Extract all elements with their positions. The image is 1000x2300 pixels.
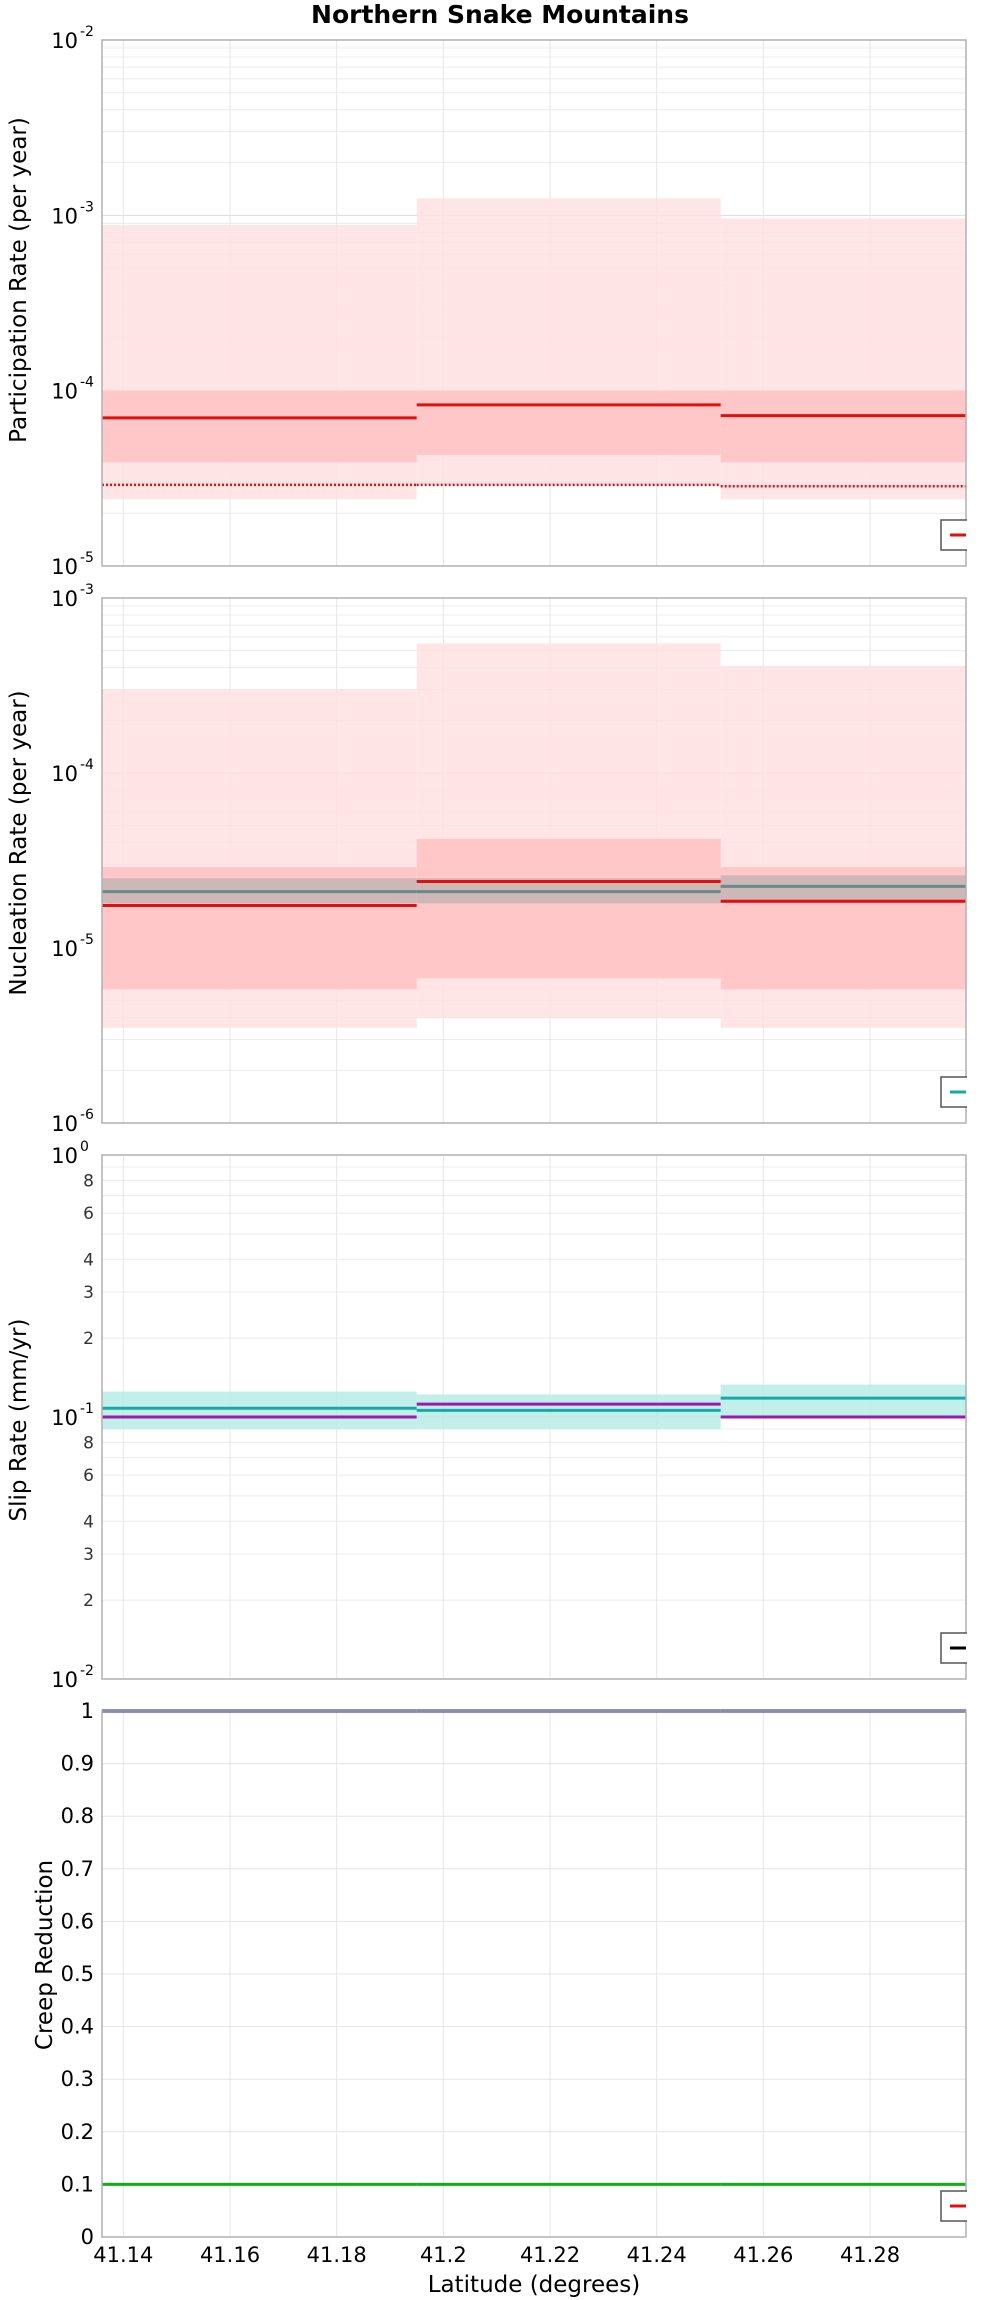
nucleation-ytick-label: 10 (51, 587, 78, 611)
nucleation-band-1-bin-1 (416, 838, 721, 979)
slip-ytick-label: 10 (51, 1144, 78, 1168)
slip-ytick-minor-label: 2 (83, 1591, 94, 1611)
slip-ytick-minor-label: 8 (83, 1171, 94, 1191)
slip-ytick-minor-label: 4 (83, 1512, 94, 1532)
creep-grid (102, 1710, 966, 2238)
creep-ytick-label: 0.3 (61, 2067, 94, 2091)
slip-ytick-exponent: 0 (80, 1139, 89, 1155)
x-tick-label: 41.26 (733, 2243, 793, 2267)
right-margin (967, 30, 1000, 2250)
x-tick-label: 41.18 (307, 2243, 367, 2267)
participation-ytick-label: 10 (51, 555, 78, 579)
x-tick-label: 41.28 (840, 2243, 900, 2267)
x-tick-label: 41.22 (520, 2243, 580, 2267)
x-tick-labels: 41.14 41.16 41.18 41.2 41.22 41.24 41.26 41.28 (93, 2243, 900, 2267)
participation-ytick-label: 10 (51, 29, 78, 53)
nucleation-ytick-exponent: -6 (80, 1107, 94, 1123)
slip-rate-ylabel: Slip Rate (mm/yr) (6, 1319, 32, 1522)
creep-ytick-label: 0.6 (61, 1909, 94, 1933)
slip-ytick-minor-label: 3 (83, 1283, 94, 1303)
nucleation-frame (101, 597, 967, 1124)
creep-ytick-label: 0.4 (61, 2015, 94, 2039)
slip-ytick-minor-label: 8 (83, 1433, 94, 1453)
x-tick-label: 41.14 (93, 2243, 153, 2267)
participation-ytick-label: 10 (51, 204, 78, 228)
slip-band-0-bin-2 (720, 1384, 966, 1417)
nucleation-ytick-label: 10 (51, 937, 78, 961)
creep-ytick-label: 0.5 (61, 1962, 94, 1986)
slip-band-0-bin-0 (102, 1391, 417, 1429)
x-tick-label: 41.16 (200, 2243, 260, 2267)
slip-ytick-exponent: -2 (80, 1663, 94, 1679)
slip-ytick-minor-label: 2 (83, 1329, 94, 1349)
creep-ytick-label: 0.7 (61, 1857, 94, 1881)
creep-ytick-label: 1 (81, 1699, 94, 1723)
creep-ytick-label: 0.2 (61, 2120, 94, 2144)
participation-band-1-bin-1 (416, 390, 721, 455)
participation-ytick-label: 10 (51, 380, 78, 404)
nucleation-rate-ylabel: Nucleation Rate (per year) (6, 690, 32, 995)
participation-band-1-bin-2 (720, 390, 966, 463)
participation-ytick-exponent: -5 (80, 550, 94, 566)
nucleation-rate-panel: 10-610-510-410-3 (51, 582, 982, 1136)
participation-ytick-exponent: -3 (80, 199, 94, 215)
nucleation-ytick-label: 10 (51, 762, 78, 786)
nucleation-band-2-bin-2 (720, 875, 966, 904)
participation-ytick-exponent: -4 (80, 375, 94, 391)
x-tick-label: 41.2 (420, 2243, 467, 2267)
slip-ytick-label: 10 (51, 1668, 78, 1692)
creep-ytick-label: 0.1 (61, 2172, 94, 2196)
slip-ytick-label: 10 (51, 1406, 78, 1430)
creep-reduction-panel: 0 0.1 0.2 0.3 0.4 0.5 0.6 0.7 0.8 0.9 1 (61, 1699, 982, 2249)
creep-reduction-ylabel: Creep Reduction (32, 1860, 58, 2050)
creep-ytick-label: 0 (81, 2225, 94, 2249)
participation-band-1-bin-0 (102, 390, 417, 463)
slip-frame (101, 1154, 967, 1680)
chart-title: Northern Snake Mountains (311, 0, 689, 29)
nucleation-ytick-label: 10 (51, 1112, 78, 1136)
slip-ytick-minor-label: 4 (83, 1250, 94, 1270)
slip-ytick-minor-label: 6 (83, 1204, 94, 1224)
slip-ytick-minor-label: 3 (83, 1545, 94, 1565)
x-axis-label: Latitude (degrees) (428, 2272, 641, 2298)
nucleation-ytick-exponent: -4 (80, 757, 94, 773)
participation-frame (101, 39, 967, 567)
creep-ytick-label: 0.8 (61, 1804, 94, 1828)
nucleation-ytick-exponent: -3 (80, 582, 94, 598)
participation-ytick-exponent: -2 (80, 24, 94, 40)
x-tick-label: 41.24 (627, 2243, 687, 2267)
nucleation-ytick-exponent: -5 (80, 932, 94, 948)
creep-frame (101, 1710, 967, 2238)
slip-ytick-minor-label: 6 (83, 1466, 94, 1486)
creep-ytick-label: 0.9 (61, 1752, 94, 1776)
participation-rate-panel: 10-510-410-310-2 (51, 24, 982, 579)
slip-ytick-exponent: -1 (80, 1401, 94, 1417)
participation-rate-ylabel: Participation Rate (per year) (6, 117, 32, 443)
